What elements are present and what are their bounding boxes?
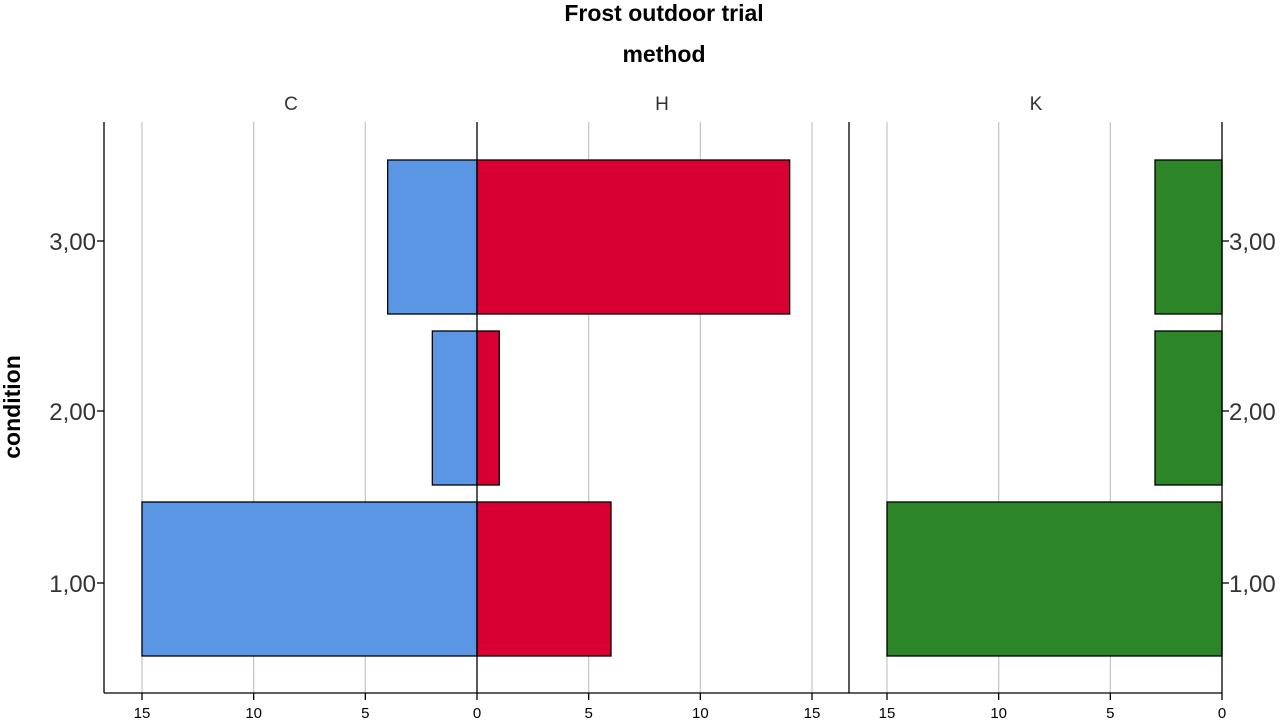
label-layer: 15 10 5 0 5 10 15 15 10 5 0 3,00 3,00 2,00 2,00 1,00 1,0… (49, 229, 1275, 720)
x-tick-label: 10 (990, 705, 1007, 720)
x-tick-label: 5 (584, 705, 592, 720)
bar-h-row-3 (476, 501, 612, 657)
panel-label-k: K (1030, 94, 1043, 115)
bar-layer (141, 159, 1223, 657)
x-tick-label: 10 (692, 705, 709, 720)
y-tick-label-right: 1,00 (1229, 571, 1276, 598)
panel-title: method (622, 41, 705, 67)
y-tick-label-left: 2,00 (49, 399, 96, 426)
x-tick-label: 5 (1106, 705, 1114, 720)
bar-c-row-2 (431, 330, 478, 486)
x-tick-label: 5 (361, 705, 369, 720)
x-tick-label: 0 (473, 705, 481, 720)
y-axis-label: condition (0, 355, 25, 458)
bar-c-row-3 (141, 501, 478, 657)
bar-k-row-2 (1154, 330, 1223, 486)
x-tick-label: 15 (804, 705, 821, 720)
bar-h-row-2 (476, 330, 500, 486)
x-tick-label: 10 (245, 705, 262, 720)
panel-label-h: H (655, 94, 669, 115)
y-tick-label-right: 2,00 (1229, 399, 1276, 426)
x-tick-label: 15 (879, 705, 896, 720)
x-tick-label: 0 (1218, 705, 1226, 720)
y-tick-label-right: 3,00 (1229, 229, 1276, 256)
y-tick-label-left: 3,00 (49, 229, 96, 256)
bar-k-row-3 (886, 501, 1223, 657)
panel-label-c: C (284, 94, 298, 115)
chart-title: Frost outdoor trial (564, 0, 763, 26)
x-tick-label: 15 (134, 705, 151, 720)
bar-h-row-1 (476, 159, 791, 315)
axis-layer (97, 122, 1229, 700)
bar-c-row-1 (387, 159, 478, 315)
bar-k-row-1 (1154, 159, 1223, 315)
y-tick-label-left: 1,00 (49, 571, 96, 598)
